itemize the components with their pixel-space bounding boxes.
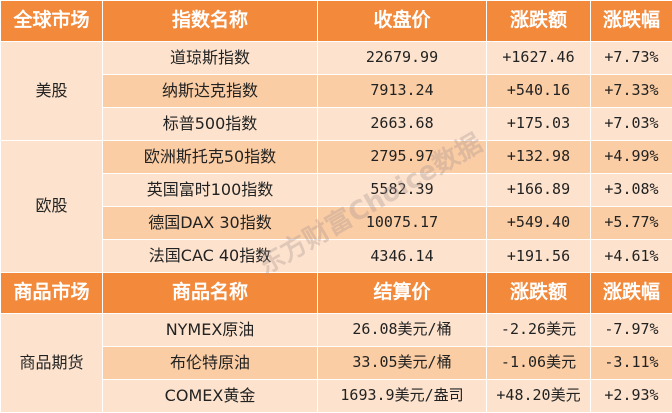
header-pct: 涨跌幅 xyxy=(590,272,672,314)
row-price: 33.05美元/桶 xyxy=(317,345,487,380)
row-pct: +2.93% xyxy=(590,378,672,413)
row-change: +132.98 xyxy=(486,139,591,174)
row-pct: +5.77% xyxy=(590,205,672,241)
row-price: 1693.9美元/盎司 xyxy=(317,378,487,413)
row-name: 布伦特原油 xyxy=(102,345,318,380)
row-price: 2663.68 xyxy=(317,106,487,141)
row-change: +166.89 xyxy=(486,172,591,207)
header-row-commodity: 商品市场 商品名称 结算价 涨跌额 涨跌幅 xyxy=(0,272,672,314)
row-name: 法国CAC 40指数 xyxy=(102,239,318,274)
row-name: NYMEX原油 xyxy=(102,312,318,347)
row-name: 标普500指数 xyxy=(102,106,318,141)
row-price: 7913.24 xyxy=(317,73,487,108)
table-row: 商品期货 NYMEX原油 26.08美元/桶 -2.26美元 -7.97% xyxy=(0,312,672,413)
row-name: 道琼斯指数 xyxy=(102,40,318,75)
row-name: 欧洲斯托克50指数 xyxy=(102,139,318,174)
row-price: 2795.97 xyxy=(317,139,487,174)
row-pct: +7.03% xyxy=(590,106,672,141)
row-change: -1.06美元 xyxy=(486,345,591,380)
row-price: 4346.14 xyxy=(317,239,487,274)
header-change: 涨跌额 xyxy=(486,0,591,42)
row-pct: +7.73% xyxy=(590,40,672,75)
row-change: -2.26美元 xyxy=(486,312,591,347)
table-row: 美股 道琼斯指数 22679.99 +1627.46 +7.73% xyxy=(0,40,672,141)
table-row: 标普500指数 2663.68 +175.03 +7.03% xyxy=(1,106,672,141)
row-change: +540.16 xyxy=(486,73,591,108)
row-pct: +3.08% xyxy=(590,172,672,207)
table-row: 欧股 欧洲斯托克50指数 2795.97 +132.98 +4.99% xyxy=(0,139,672,274)
row-change: +175.03 xyxy=(486,106,591,141)
header-name: 商品名称 xyxy=(102,272,318,314)
table-row: 德国DAX 30指数 10075.17 +549.40 +5.77% xyxy=(1,205,672,241)
group-label-eu: 欧股 xyxy=(0,139,103,274)
row-name: 纳斯达克指数 xyxy=(102,73,318,108)
header-price: 收盘价 xyxy=(317,0,487,42)
row-change: +1627.46 xyxy=(486,40,591,75)
row-change: +191.56 xyxy=(486,239,591,274)
header-market: 商品市场 xyxy=(0,272,103,314)
row-change: +549.40 xyxy=(486,205,591,241)
header-pct: 涨跌幅 xyxy=(590,0,672,42)
table-row: 英国富时100指数 5582.39 +166.89 +3.08% xyxy=(1,172,672,207)
table-row: 法国CAC 40指数 4346.14 +191.56 +4.61% xyxy=(1,239,672,274)
row-name: 英国富时100指数 xyxy=(102,172,318,207)
row-pct: +4.99% xyxy=(590,139,672,174)
row-price: 5582.39 xyxy=(317,172,487,207)
group-label-us: 美股 xyxy=(0,40,103,141)
row-price: 22679.99 xyxy=(317,40,487,75)
group-label-commodity: 商品期货 xyxy=(0,312,103,413)
table-row: 布伦特原油 33.05美元/桶 -1.06美元 -3.11% xyxy=(1,345,672,380)
row-pct: -7.97% xyxy=(590,312,672,347)
row-pct: -3.11% xyxy=(590,345,672,380)
row-name: COMEX黄金 xyxy=(102,378,318,413)
row-price: 26.08美元/桶 xyxy=(317,312,487,347)
header-market: 全球市场 xyxy=(0,0,103,42)
row-name: 德国DAX 30指数 xyxy=(102,205,318,241)
row-change: +48.20美元 xyxy=(486,378,591,413)
table-row: 纳斯达克指数 7913.24 +540.16 +7.33% xyxy=(1,73,672,108)
row-price: 10075.17 xyxy=(317,205,487,241)
row-pct: +4.61% xyxy=(590,239,672,274)
row-pct: +7.33% xyxy=(590,73,672,108)
header-price: 结算价 xyxy=(317,272,487,314)
header-change: 涨跌额 xyxy=(486,272,591,314)
header-row-global: 全球市场 指数名称 收盘价 涨跌额 涨跌幅 xyxy=(0,0,672,42)
header-name: 指数名称 xyxy=(102,0,318,42)
table-row: COMEX黄金 1693.9美元/盎司 +48.20美元 +2.93% xyxy=(1,378,672,413)
